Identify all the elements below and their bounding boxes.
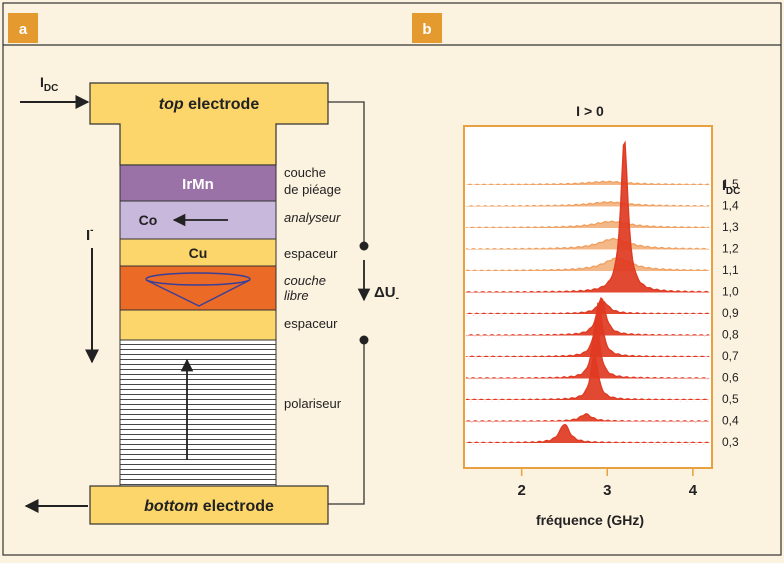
stack-diagram: IDC top electrode IrMn Co Cu bottom elec… — [20, 74, 399, 525]
spectrum-trace — [465, 237, 710, 251]
chart-title: I > 0 — [576, 103, 604, 119]
bottom-terminal — [359, 335, 369, 345]
bottom-electrode-label: bottom electrode — [144, 498, 274, 515]
legend-entry: 0,6 — [722, 371, 739, 385]
analyser-label: analyseur — [284, 210, 341, 225]
top-terminal — [359, 241, 369, 251]
legend-entry: 0,4 — [722, 414, 739, 428]
legend-entry: 0,9 — [722, 306, 739, 320]
spectrum-fill — [466, 413, 710, 423]
legend-entry: 0,3 — [722, 435, 739, 449]
x-tick-label: 3 — [603, 482, 611, 499]
polarizer-layer — [119, 339, 277, 487]
irmn-layer — [119, 164, 277, 202]
pinning-label-2: de piéage — [284, 182, 341, 197]
legend-entry: 1,2 — [722, 242, 739, 256]
free-layer-label-1: couche — [284, 273, 326, 288]
precession-cone-icon — [145, 279, 251, 307]
bottom-electrode — [89, 485, 329, 525]
legend-entry: 0,5 — [722, 392, 739, 406]
free-layer-label-2: libre — [284, 288, 309, 303]
panel-b-label: b — [422, 21, 431, 38]
legend-entry: 1,0 — [722, 285, 739, 299]
idc-input-label: IDC — [40, 74, 58, 94]
spectra-group — [465, 140, 710, 445]
precession-orbit-icon — [145, 272, 251, 286]
x-tick-label: 2 — [517, 482, 525, 499]
irmn-label: IrMn — [182, 176, 214, 193]
spacer-bottom-label: espaceur — [284, 316, 338, 331]
spacer-top-label: espaceur — [284, 246, 338, 261]
figure-frame — [2, 2, 782, 556]
spacer-layer — [119, 309, 277, 341]
spectrum-trace — [465, 201, 710, 208]
cu-label: Cu — [189, 245, 208, 261]
panel-a-label: a — [19, 21, 28, 38]
top-wire — [328, 101, 365, 244]
panel-b-tag — [412, 13, 442, 43]
x-tick-label: 4 — [689, 482, 698, 499]
legend-entry: 0,8 — [722, 328, 739, 342]
panel-a-tag — [8, 13, 38, 43]
spectrum-trace — [465, 302, 710, 359]
legend-entry: 1,3 — [722, 220, 739, 234]
legend-entry: 0,7 — [722, 349, 739, 363]
cu-layer — [119, 238, 277, 267]
bottom-wire — [328, 342, 365, 505]
x-axis: 2 3 4 — [517, 468, 698, 499]
voltage-label: ΔU- — [374, 284, 399, 304]
legend-entry: 1,5 — [722, 177, 739, 191]
spectrum-fill — [466, 354, 710, 401]
legend-entry: 1,1 — [722, 263, 739, 277]
pinning-label-1: couche — [284, 165, 326, 180]
current-label: I- — [86, 225, 94, 244]
legend-entry: 1,4 — [722, 199, 739, 213]
x-axis-label: fréquence (GHz) — [536, 512, 644, 528]
current-legend: 1,5 1,4 1,3 1,2 1,1 1,0 0,9 0,8 0,7 0,6 0,5 0,4 0,3 — [722, 177, 739, 449]
co-label: Co — [139, 212, 158, 228]
top-electrode-label: top electrode — [159, 96, 260, 113]
legend-title: IDC — [722, 177, 740, 197]
spectrum-trace — [465, 317, 710, 380]
spectrum-trace — [465, 220, 710, 230]
polarizer-label: polariseur — [284, 396, 342, 411]
